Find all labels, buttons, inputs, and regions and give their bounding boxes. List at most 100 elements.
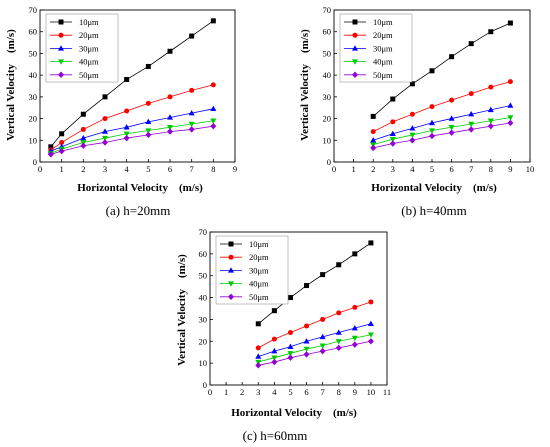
- legend-marker: [228, 254, 234, 260]
- legend-marker: [58, 45, 64, 51]
- legend-marker: [352, 71, 358, 78]
- x-tick-label: 4: [410, 164, 415, 174]
- legend-label: 50μm: [373, 70, 393, 80]
- series-line: [373, 122, 511, 149]
- data-point: [409, 111, 415, 117]
- series: [370, 119, 514, 152]
- x-axis-label: Horizontal Velocity (m/s): [371, 182, 497, 194]
- y-tick-label: 70: [199, 227, 208, 237]
- y-axis-label: Vertical Velocity (m/s): [176, 254, 188, 366]
- x-tick-label: 3: [103, 164, 107, 174]
- chart-b: Vertical Velocity (m/s) Horizontal Veloc…: [299, 5, 534, 218]
- y-tick-label: 40: [199, 293, 208, 303]
- data-point: [429, 128, 435, 134]
- data-point: [370, 144, 377, 152]
- data-point: [123, 131, 130, 137]
- x-tick-label: 10: [367, 387, 376, 397]
- data-point: [335, 329, 342, 335]
- data-point: [488, 84, 494, 90]
- x-tick-label: 2: [81, 164, 85, 174]
- x-axis-label: Horizontal Velocity (m/s): [77, 182, 203, 194]
- series: [370, 20, 513, 119]
- legend-label: 30μm: [249, 265, 269, 275]
- data-point: [210, 118, 217, 124]
- legend-marker: [228, 241, 234, 247]
- legend-marker: [58, 59, 64, 65]
- legend-label: 20μm: [79, 30, 99, 40]
- data-point: [507, 119, 514, 127]
- series: [370, 102, 514, 143]
- x-tick-label: 6: [304, 387, 308, 397]
- x-tick-label: 4: [125, 164, 130, 174]
- series-line: [373, 81, 511, 132]
- data-point: [507, 115, 514, 121]
- data-point: [304, 323, 310, 329]
- data-point: [167, 94, 173, 100]
- x-tick-label: 1: [351, 164, 355, 174]
- data-point: [351, 341, 358, 348]
- legend-label: 40μm: [373, 57, 393, 67]
- series-line: [258, 323, 372, 357]
- data-point: [468, 126, 475, 133]
- data-point: [409, 125, 416, 131]
- y-tick-label: 50: [29, 48, 38, 58]
- y-tick-label: 20: [199, 336, 208, 346]
- data-point: [124, 108, 130, 114]
- data-point: [80, 142, 87, 149]
- data-point: [287, 351, 294, 357]
- data-point: [468, 41, 474, 47]
- data-point: [367, 320, 374, 326]
- data-point: [487, 106, 494, 113]
- plot-frame: [39, 9, 236, 163]
- data-point: [448, 115, 455, 121]
- series: [255, 299, 374, 351]
- series-line: [373, 117, 511, 146]
- chart-caption: (c) h=60mm: [243, 428, 308, 443]
- x-tick-label: 9: [508, 164, 512, 174]
- data-point: [390, 96, 396, 102]
- data-point: [352, 304, 358, 310]
- legend-marker: [228, 267, 234, 273]
- data-point: [336, 310, 342, 316]
- data-point: [287, 330, 293, 336]
- y-tick-label: 30: [29, 92, 38, 102]
- data-point: [303, 351, 310, 358]
- data-point: [507, 102, 514, 108]
- data-point: [449, 54, 455, 60]
- chart-caption: (b) h=40mm: [401, 203, 466, 218]
- data-point: [319, 333, 326, 340]
- data-point: [48, 144, 54, 150]
- data-point: [320, 272, 326, 278]
- legend-marker: [58, 71, 64, 78]
- series: [255, 240, 374, 327]
- data-point: [487, 118, 494, 124]
- x-tick-label: 2: [371, 164, 375, 174]
- data-point: [335, 339, 342, 345]
- data-point: [123, 124, 130, 130]
- data-point: [102, 128, 108, 134]
- legend-label: 20μm: [373, 30, 393, 40]
- y-tick-label: 10: [323, 135, 332, 145]
- data-point: [145, 131, 152, 139]
- y-axis-label: Vertical Velocity (m/s): [299, 29, 311, 141]
- series-line: [258, 334, 371, 363]
- x-tick-label: 3: [391, 164, 395, 174]
- legend-marker: [58, 19, 64, 25]
- series-line: [258, 242, 372, 325]
- series: [48, 18, 216, 150]
- data-point: [145, 100, 151, 106]
- legend: 10μm 20μm 30μm 40μm 50μm: [215, 235, 289, 305]
- x-tick-label: 6: [449, 164, 453, 174]
- data-point: [255, 362, 262, 369]
- y-tick-label: 0: [203, 380, 207, 390]
- data-point: [409, 81, 415, 87]
- data-point: [188, 126, 195, 133]
- legend-label: 20μm: [249, 252, 269, 262]
- data-point: [271, 347, 278, 354]
- y-axis-label: Vertical Velocity (m/s): [5, 29, 17, 141]
- data-point: [409, 137, 416, 144]
- series-line: [50, 84, 214, 151]
- data-point: [336, 262, 342, 268]
- data-point: [303, 346, 310, 353]
